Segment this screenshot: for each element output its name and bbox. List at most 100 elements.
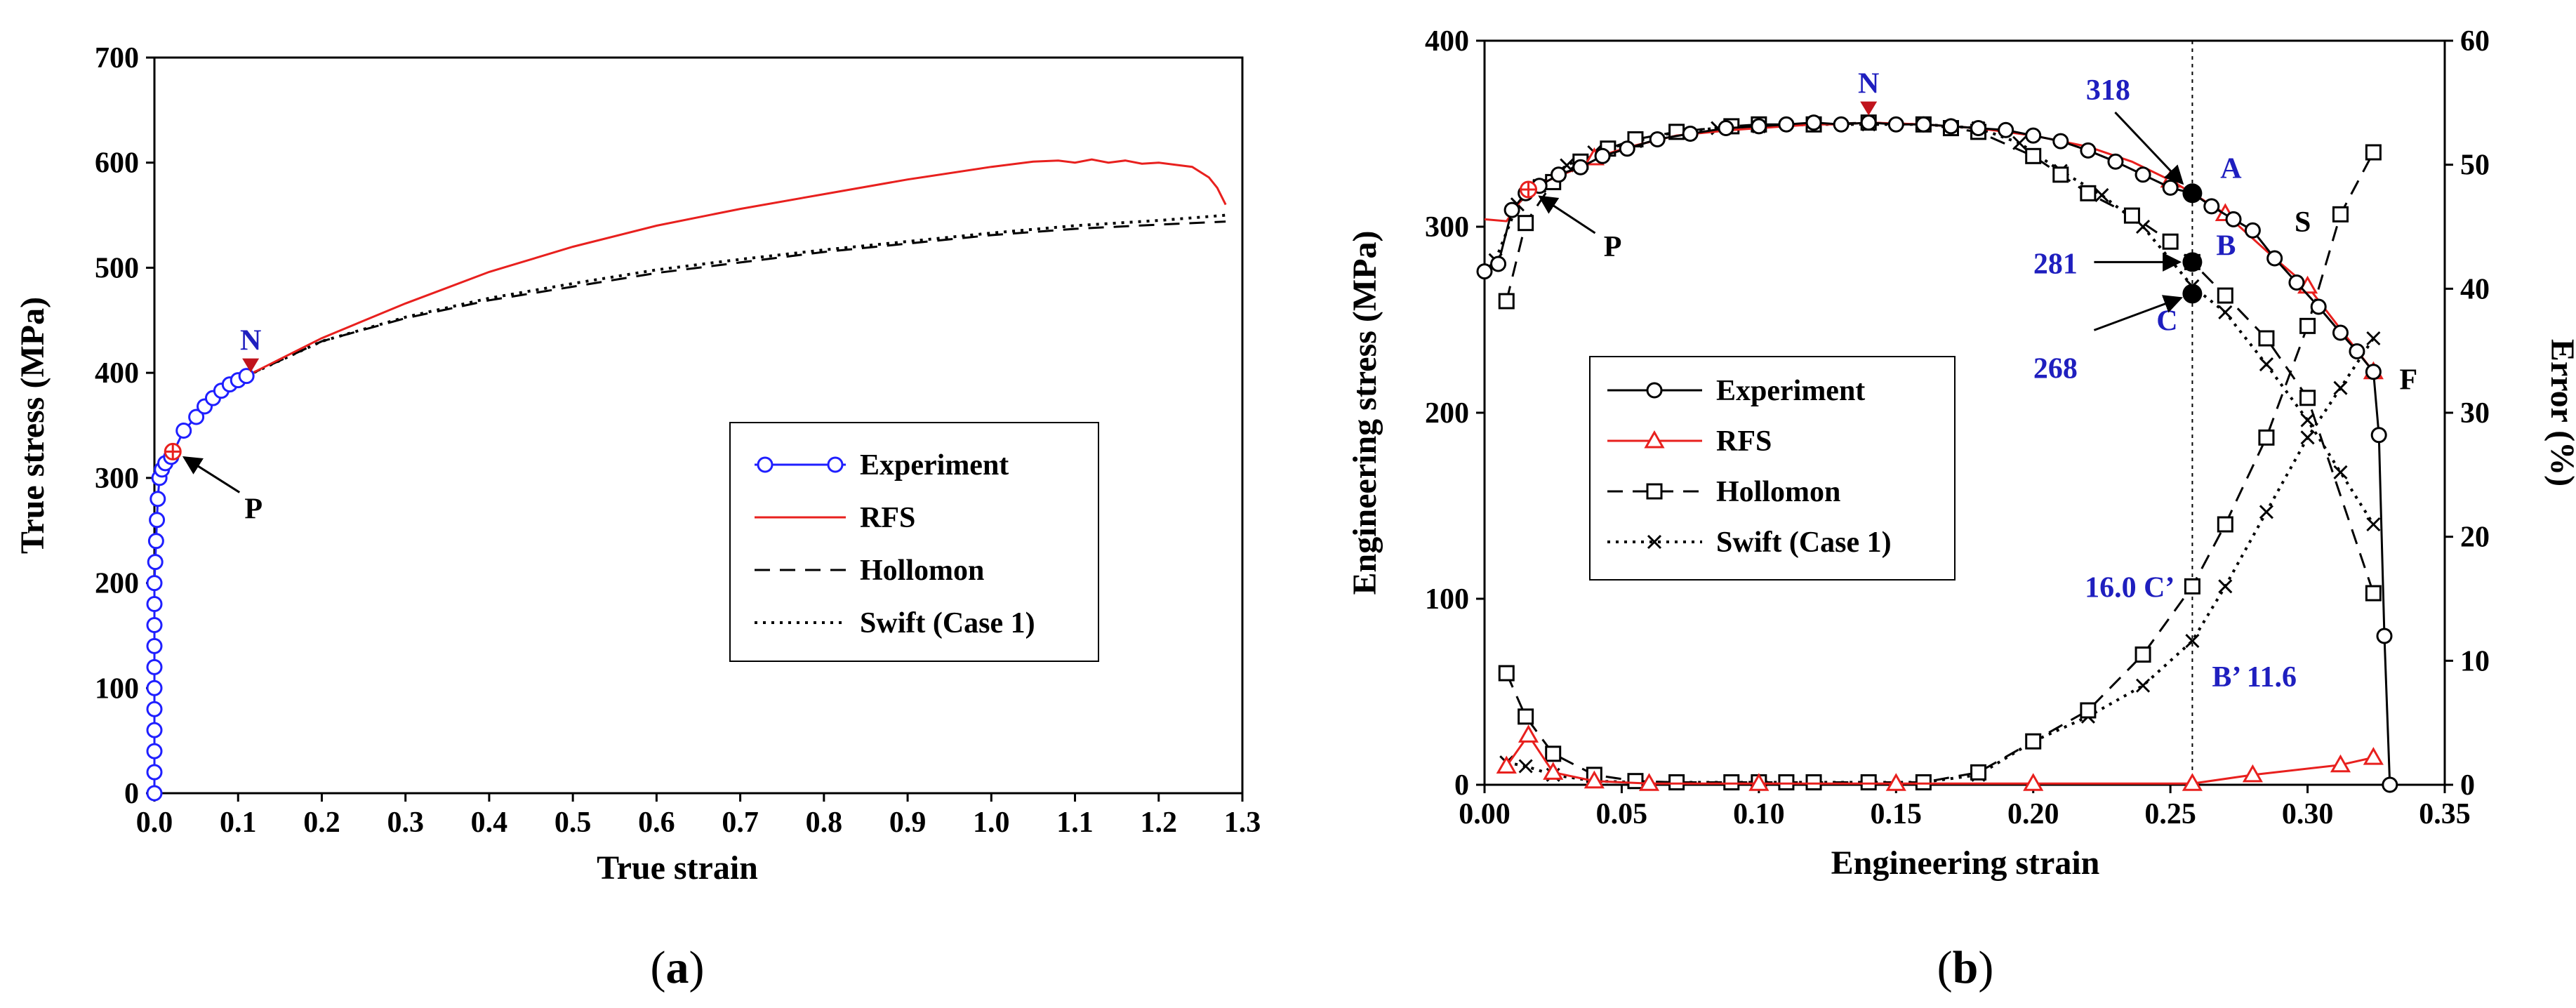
data-point-a: [146, 616, 163, 633]
data-point-b: [2094, 187, 2109, 203]
y-axis-label-b: Engineering stress (MPa): [1346, 230, 1383, 595]
data-point-b: [2259, 505, 2274, 519]
data-point-b: [2333, 380, 2348, 395]
data-point-a: [146, 785, 163, 802]
value-label-318: 318: [2086, 74, 2130, 107]
data-point-b: [2300, 413, 2315, 427]
x-axis-label-b: Engineering strain: [1831, 844, 2100, 882]
data-point-b: [1915, 116, 1932, 133]
x-tick-label-b: 0.05: [1596, 798, 1648, 830]
data-point-b: [1751, 118, 1767, 135]
data-point-b: [1619, 140, 1635, 157]
series-line-b: [1506, 733, 2374, 785]
x-tick-label-b: 0.25: [2144, 798, 2196, 830]
legend-a: Experiment RFS Hollomon Swift (Case 1): [729, 422, 1099, 662]
arrow-268: [2093, 295, 2183, 331]
data-point-b: [2025, 127, 2042, 144]
value-label-11-6: B’ 11.6: [2212, 661, 2297, 694]
y2-tick-label-b: 0: [2460, 769, 2475, 802]
data-point-b: [1718, 120, 1734, 137]
data-point-b: [2333, 465, 2348, 479]
x-tick-label-a: 0.1: [220, 807, 257, 839]
data-point-b: [2363, 747, 2384, 765]
x-tick-label-b: 0.15: [1871, 798, 1923, 830]
data-point-b: [2366, 517, 2381, 532]
data-point-b: [2365, 585, 2382, 602]
legend-label-b: RFS: [1716, 425, 1772, 458]
x-tick-label-a: 1.1: [1056, 807, 1094, 839]
data-point-b: [1860, 114, 1877, 131]
x-tick-label-b: 0.30: [2282, 798, 2334, 830]
y-tick-label-a: 100: [95, 672, 139, 705]
value-label-268: 268: [2033, 352, 2078, 385]
data-point-b: [2162, 233, 2179, 250]
data-point-b: [2080, 702, 2097, 719]
y-tick-label-a: 700: [95, 42, 139, 74]
data-point-b: [1518, 724, 1539, 743]
data-point-a: [146, 637, 163, 654]
annotation-a-b: A: [2220, 152, 2242, 185]
data-point-b: [2123, 207, 2140, 224]
data-point-b: [2184, 578, 2200, 595]
y-tick-label-a: 600: [95, 147, 139, 180]
data-point-b: [2217, 287, 2233, 304]
y-tick-label-b: 400: [1425, 25, 1469, 58]
point-c-marker-b: [2182, 284, 2203, 304]
data-point-b: [2299, 317, 2316, 334]
data-point-b: [1545, 745, 1562, 762]
data-point-b: [2025, 147, 2042, 164]
annotation-n-b: N: [1858, 68, 1879, 100]
data-point-b: [1833, 116, 1850, 133]
legend-label-a: Hollomon: [860, 555, 984, 587]
legend-marker-b: [1646, 382, 1663, 399]
data-point-b: [2135, 678, 2151, 693]
data-point-b: [1805, 774, 1822, 790]
data-point-a: [150, 491, 166, 508]
necking-marker-a: [242, 358, 260, 373]
legend-marker-b: [1644, 430, 1665, 449]
data-point-a: [188, 409, 205, 425]
data-point-b: [2052, 133, 2069, 150]
annotation-f-b: F: [2400, 364, 2418, 397]
legend-marker-b: [1647, 534, 1662, 550]
caption-b: (b): [1937, 942, 1994, 993]
data-point-b: [2299, 390, 2316, 406]
data-point-b: [2182, 773, 2203, 791]
data-point-a: [146, 679, 163, 696]
data-point-b: [1682, 126, 1699, 142]
data-point-b: [2266, 250, 2283, 267]
data-point-b: [2365, 364, 2382, 380]
legend-label-b: Swift (Case 1): [1716, 526, 1892, 559]
data-point-b: [2052, 166, 2069, 183]
legend-label-a: RFS: [860, 502, 915, 534]
point-p-cross-a: [165, 444, 181, 460]
data-point-a: [146, 764, 163, 781]
data-point-b: [2217, 516, 2233, 533]
data-point-b: [2330, 754, 2351, 773]
x-tick-label-a: 0.6: [638, 807, 675, 839]
y-tick-label-b: 100: [1425, 583, 1469, 616]
x-tick-label-a: 0.5: [555, 807, 592, 839]
data-point-b: [2332, 206, 2349, 223]
x-tick-label-a: 1.3: [1224, 807, 1261, 839]
arrow-p-b: [1538, 195, 1596, 234]
data-point-b: [1860, 774, 1877, 790]
data-point-a: [146, 701, 163, 717]
data-point-b: [1970, 120, 1987, 137]
value-label-281: 281: [2033, 248, 2078, 280]
data-point-b: [2242, 764, 2263, 783]
data-point-b: [1638, 773, 1660, 791]
y2-axis-label-b: Error (%): [2544, 339, 2576, 486]
y-axis-label-a: True stress (MPa): [14, 297, 51, 554]
y2-tick-label-b: 40: [2460, 273, 2490, 305]
data-point-b: [2080, 142, 2097, 159]
y2-tick-label-b: 10: [2460, 645, 2490, 677]
arrow-318: [2114, 111, 2184, 185]
legend-b: Experiment RFS Hollomon Swift (Case 1): [1589, 356, 1956, 581]
y2-tick-label-b: 20: [2460, 522, 2490, 554]
y2-tick-label-b: 60: [2460, 25, 2490, 58]
data-point-b: [1649, 131, 1666, 147]
data-point-b: [1887, 116, 1904, 133]
data-point-a: [238, 368, 255, 385]
data-point-b: [2025, 733, 2042, 750]
